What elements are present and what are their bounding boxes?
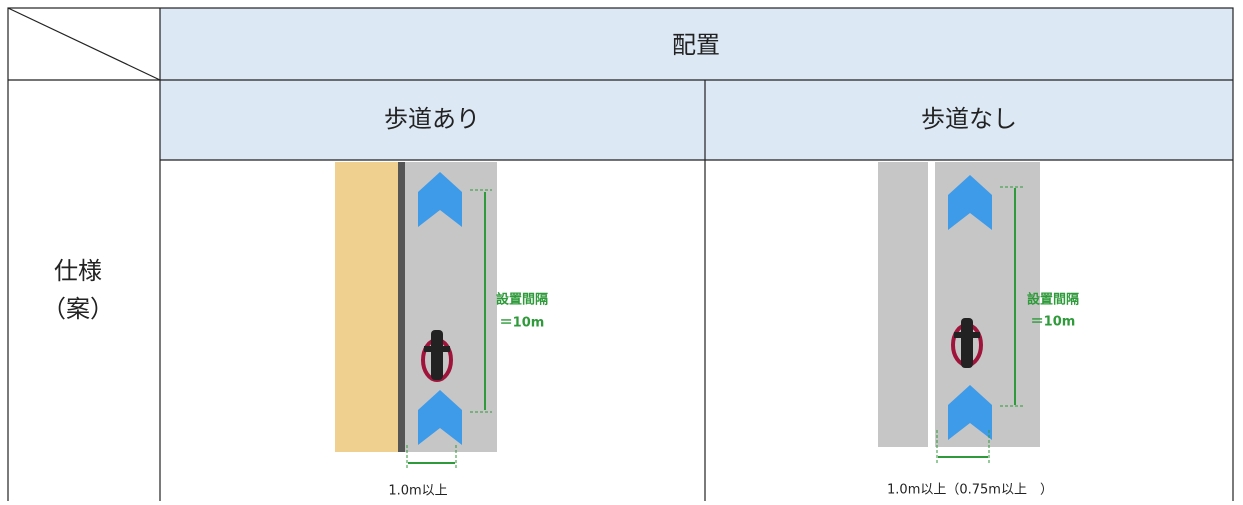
column-header: 歩道あり: [384, 105, 480, 133]
column-header: 歩道なし: [921, 105, 1017, 133]
diagram-no-sidewalk: 設置間隔 ＝10m 1.0m以上（0.75m以上 ）: [878, 162, 1079, 498]
diagram-sidewalk: 設置間隔 ＝10m 1.0m以上: [335, 162, 548, 499]
width-label: 1.0m以上: [388, 484, 447, 499]
table-grid: [7, 7, 1234, 505]
interval-label: 設置間隔: [496, 292, 548, 308]
row-label: （案）: [42, 295, 114, 323]
interval-value: ＝10m: [1031, 315, 1076, 330]
width-label: 1.0m以上（0.75m以上 ）: [887, 483, 1053, 498]
header-cell: [160, 8, 1233, 80]
header-title: 配置: [672, 31, 720, 59]
subheader-cell: [160, 80, 1233, 160]
interval-value: ＝10m: [500, 316, 545, 331]
row-label: 仕様: [54, 257, 102, 285]
interval-label: 設置間隔: [1027, 292, 1079, 308]
